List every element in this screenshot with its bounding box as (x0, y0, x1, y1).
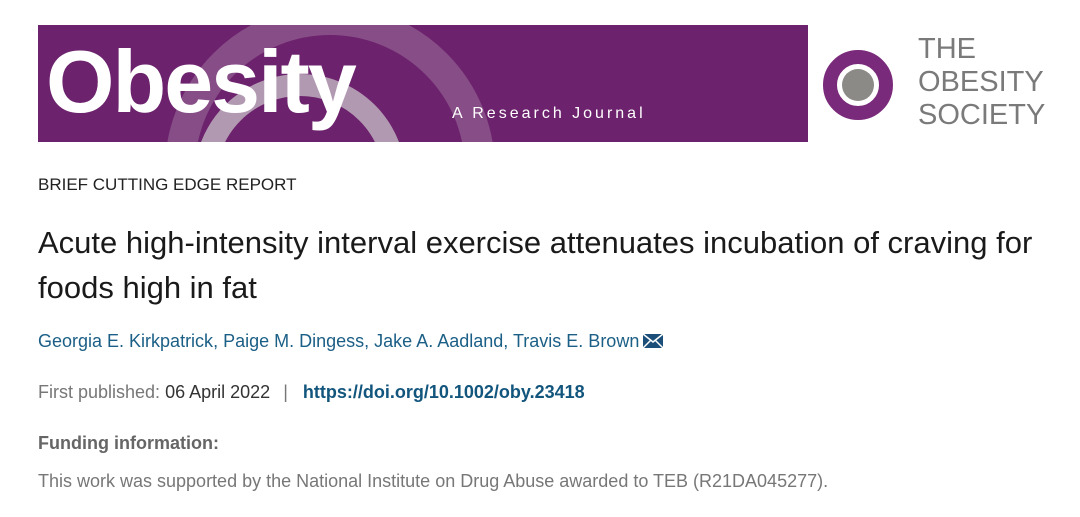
published-date: 06 April 2022 (165, 382, 271, 402)
banner: Obesity A Research Journal THE OBESITY S… (38, 25, 1045, 142)
journal-subtitle: A Research Journal (452, 105, 646, 122)
society-logo-ring (823, 50, 893, 120)
society-name: OBESITY (918, 66, 1044, 98)
authors: Georgia E. Kirkpatrick, Paige M. Dingess… (38, 331, 664, 352)
author-separator: , (503, 331, 513, 351)
society-name: SOCIETY (918, 99, 1045, 131)
author-link[interactable]: Jake A. Aadland (374, 331, 504, 351)
author-separator: , (364, 331, 375, 351)
published-label: First published: (38, 382, 161, 402)
article-title: Acute high-intensity interval exercise a… (38, 225, 1033, 305)
journal-name: Obesity (46, 32, 357, 131)
publication-info: First published: 06 April 2022 | https:/… (38, 382, 585, 403)
society-logo-center (842, 69, 874, 101)
author-separator: , (213, 331, 224, 351)
author-link[interactable]: Georgia E. Kirkpatrick (38, 331, 214, 351)
email-icon[interactable] (642, 333, 664, 349)
author-link[interactable]: Paige M. Dingess (223, 331, 365, 351)
article-type: BRIEF CUTTING EDGE REPORT (38, 175, 297, 194)
funding-text: This work was supported by the National … (38, 471, 829, 491)
banner-decoration (167, 25, 493, 142)
separator: | (283, 382, 288, 402)
society-name: THE (918, 33, 976, 65)
author-link[interactable]: Travis E. Brown (512, 331, 640, 351)
doi-link[interactable]: https://doi.org/10.1002/oby.23418 (302, 382, 585, 402)
funding-heading: Funding information: (38, 433, 219, 453)
